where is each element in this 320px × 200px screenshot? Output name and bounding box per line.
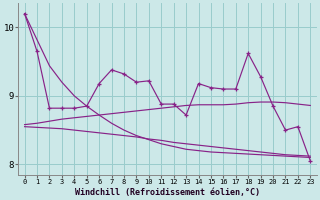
X-axis label: Windchill (Refroidissement éolien,°C): Windchill (Refroidissement éolien,°C) [75, 188, 260, 197]
